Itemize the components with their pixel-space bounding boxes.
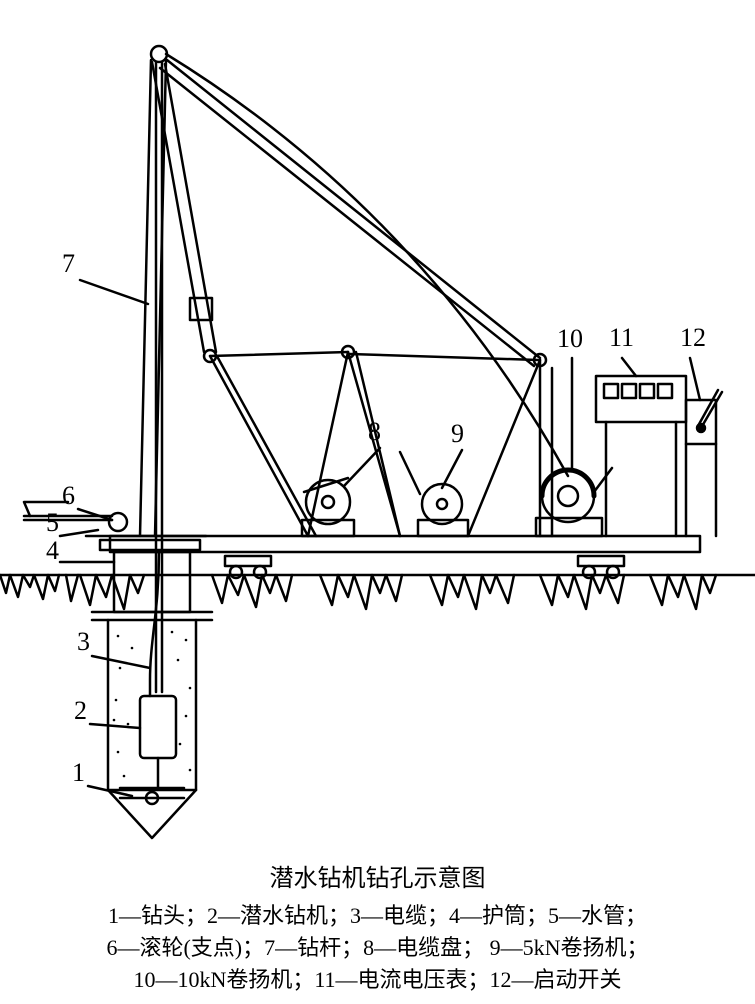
- schematic-svg: 123456789101112: [0, 0, 755, 977]
- callout-12: 12: [680, 323, 706, 352]
- callout-5: 5: [46, 508, 59, 537]
- callout-3: 3: [77, 627, 90, 656]
- callout-9: 9: [451, 419, 464, 448]
- callout-10: 10: [557, 324, 583, 353]
- callout-2: 2: [74, 696, 87, 725]
- callout-7: 7: [62, 249, 75, 278]
- callout-11: 11: [609, 323, 634, 352]
- callout-8: 8: [368, 417, 381, 446]
- diagram-title: 潜水钻机钻孔示意图: [0, 858, 755, 893]
- callout-4: 4: [46, 536, 59, 565]
- legend-line-3: 10—10kN卷扬机；11—电流电压表；12—启动开关: [0, 956, 755, 1004]
- callout-1: 1: [72, 758, 85, 787]
- diagram-container: 123456789101112 潜水钻机钻孔示意图 1—钻头；2—潜水钻机；3—…: [0, 0, 755, 977]
- callout-6: 6: [62, 481, 75, 510]
